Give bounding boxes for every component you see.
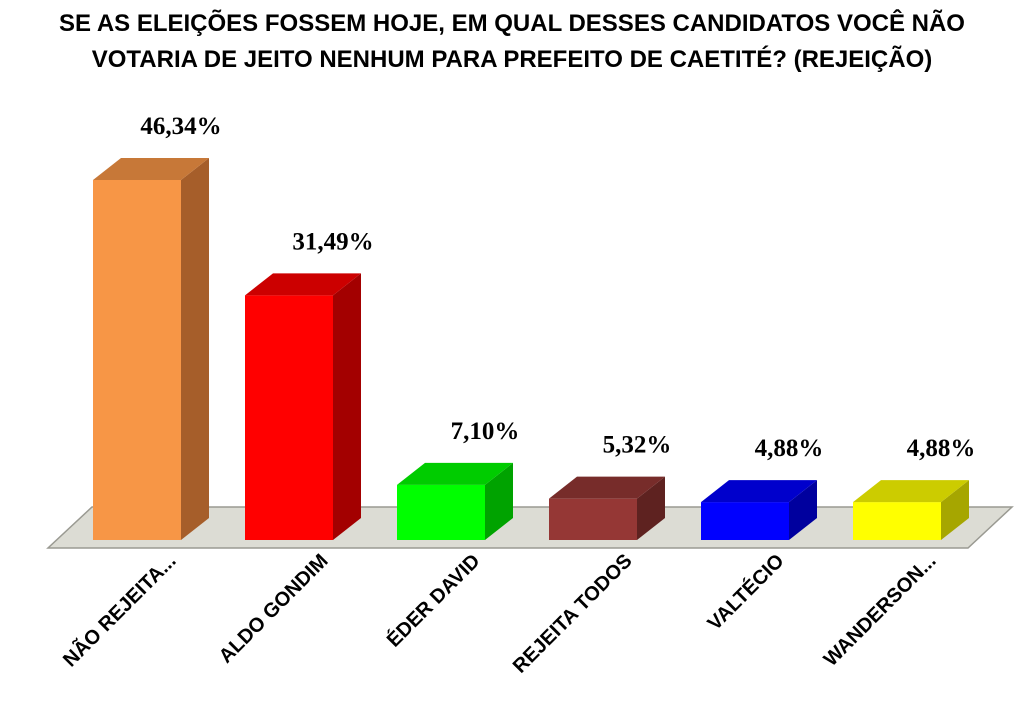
- category-label-3: ÉDER DAVID: [382, 549, 484, 651]
- chart-title-line-2: VOTARIA DE JEITO NENHUM PARA PREFEITO DE…: [91, 46, 933, 73]
- bar-4: [549, 476, 665, 540]
- bar-top-3: [397, 462, 513, 485]
- chart-title: SE AS ELEIÇÕES FOSSEM HOJE, EM QUAL DESS…: [0, 6, 1024, 78]
- bar-5: [701, 480, 817, 540]
- category-label-6: WANDERSON...: [820, 550, 941, 671]
- bar-2: [245, 273, 361, 540]
- bar-front-3: [397, 484, 485, 540]
- category-label-1: NÃO REJEITA...: [58, 549, 180, 671]
- bar-front-5: [701, 502, 789, 540]
- bar-top-2: [245, 273, 361, 296]
- value-labels-group: 46,34% 31,49% 7,10% 5,32% 4,88% 4,88%: [140, 113, 975, 462]
- bar-side-1: [181, 158, 209, 540]
- bar-side-2: [333, 273, 361, 540]
- bar-top-5: [701, 480, 817, 503]
- bar-1: [93, 158, 209, 540]
- bar-front-6: [853, 502, 941, 540]
- category-label-4: REJEITA TODOS: [509, 550, 637, 678]
- bars-group: [93, 158, 969, 540]
- value-label-3: 7,10%: [451, 418, 520, 445]
- value-label-2: 31,49%: [292, 228, 373, 255]
- value-label-5: 4,88%: [755, 435, 824, 462]
- category-label-5: VALTÉCIO: [703, 549, 789, 635]
- bar-side-5: [789, 480, 817, 540]
- chart-title-line-1: SE AS ELEIÇÕES FOSSEM HOJE, EM QUAL DESS…: [59, 10, 965, 37]
- bar-side-6: [941, 480, 969, 540]
- bar-side-4: [637, 476, 665, 540]
- value-label-1: 46,34%: [140, 113, 221, 140]
- bar-3: [397, 462, 513, 540]
- bar-6: [853, 480, 969, 540]
- bar-front-2: [245, 295, 333, 540]
- bar-top-6: [853, 480, 969, 503]
- value-label-4: 5,32%: [603, 432, 672, 459]
- value-label-6: 4,88%: [907, 435, 976, 462]
- category-label-2: ALDO GONDIM: [215, 550, 333, 668]
- bar-top-4: [549, 476, 665, 499]
- category-labels-group: NÃO REJEITA... ALDO GONDIM ÉDER DAVID REJEI…: [58, 549, 940, 677]
- bar-top-1: [93, 158, 209, 180]
- bar-side-3: [485, 462, 513, 540]
- bar-front-1: [93, 180, 181, 540]
- bar-front-4: [549, 498, 637, 540]
